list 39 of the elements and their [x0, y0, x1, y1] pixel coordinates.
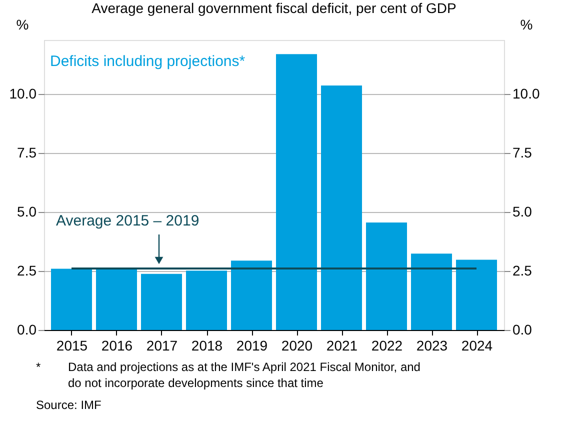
bar	[141, 274, 182, 330]
bar	[456, 260, 497, 330]
text: Deficits including projections*	[50, 53, 246, 70]
x-tick-label: 2018	[191, 338, 223, 354]
bar	[96, 268, 137, 330]
x-tick-label: 2015	[56, 338, 88, 354]
bar	[366, 222, 407, 330]
x-tick-label: 2023	[416, 338, 448, 354]
y-tick-label: 10.0	[9, 86, 37, 102]
x-tick-label: 2021	[326, 338, 358, 354]
source-note: Source: IMF	[36, 398, 102, 412]
y2-tick-label: 0.0	[512, 322, 532, 338]
y-tick-label: 2.5	[17, 262, 37, 279]
bar	[321, 86, 362, 330]
bar	[186, 270, 227, 330]
bar	[411, 254, 452, 330]
y-tick-label: 7.5	[17, 144, 37, 161]
bar	[276, 54, 317, 330]
y2-tick-label: 7.5	[512, 144, 532, 161]
ref-line-label: Average 2015 – 2019	[56, 212, 200, 230]
y2-tick-label: 5.0	[512, 204, 532, 220]
y-tick-label: 5.0	[17, 204, 37, 220]
text: do not incorporate developments since that time	[68, 376, 324, 390]
bar	[51, 268, 92, 330]
x-tick-label: 2024	[461, 338, 493, 354]
x-tick-label: 2022	[371, 338, 403, 354]
chart-title: Average general government fiscal deficit, per cent of GDP	[92, 0, 456, 16]
y-axis-title: %	[16, 16, 29, 32]
text: *	[36, 360, 41, 374]
text: Data and projections as at the IMF's April 2021 Fiscal Monitor, and	[68, 360, 420, 374]
y2-axis-title: %	[520, 16, 533, 32]
y2-tick-label: 10.0	[512, 86, 540, 102]
x-tick-label: 2017	[146, 338, 178, 354]
x-tick-label: 2019	[236, 338, 268, 354]
y2-tick-label: 2.5	[512, 262, 532, 279]
x-tick-label: 2020	[281, 338, 313, 354]
x-tick-label: 2016	[101, 338, 133, 354]
y-tick-label: 0.0	[17, 322, 37, 338]
bar	[231, 260, 272, 330]
